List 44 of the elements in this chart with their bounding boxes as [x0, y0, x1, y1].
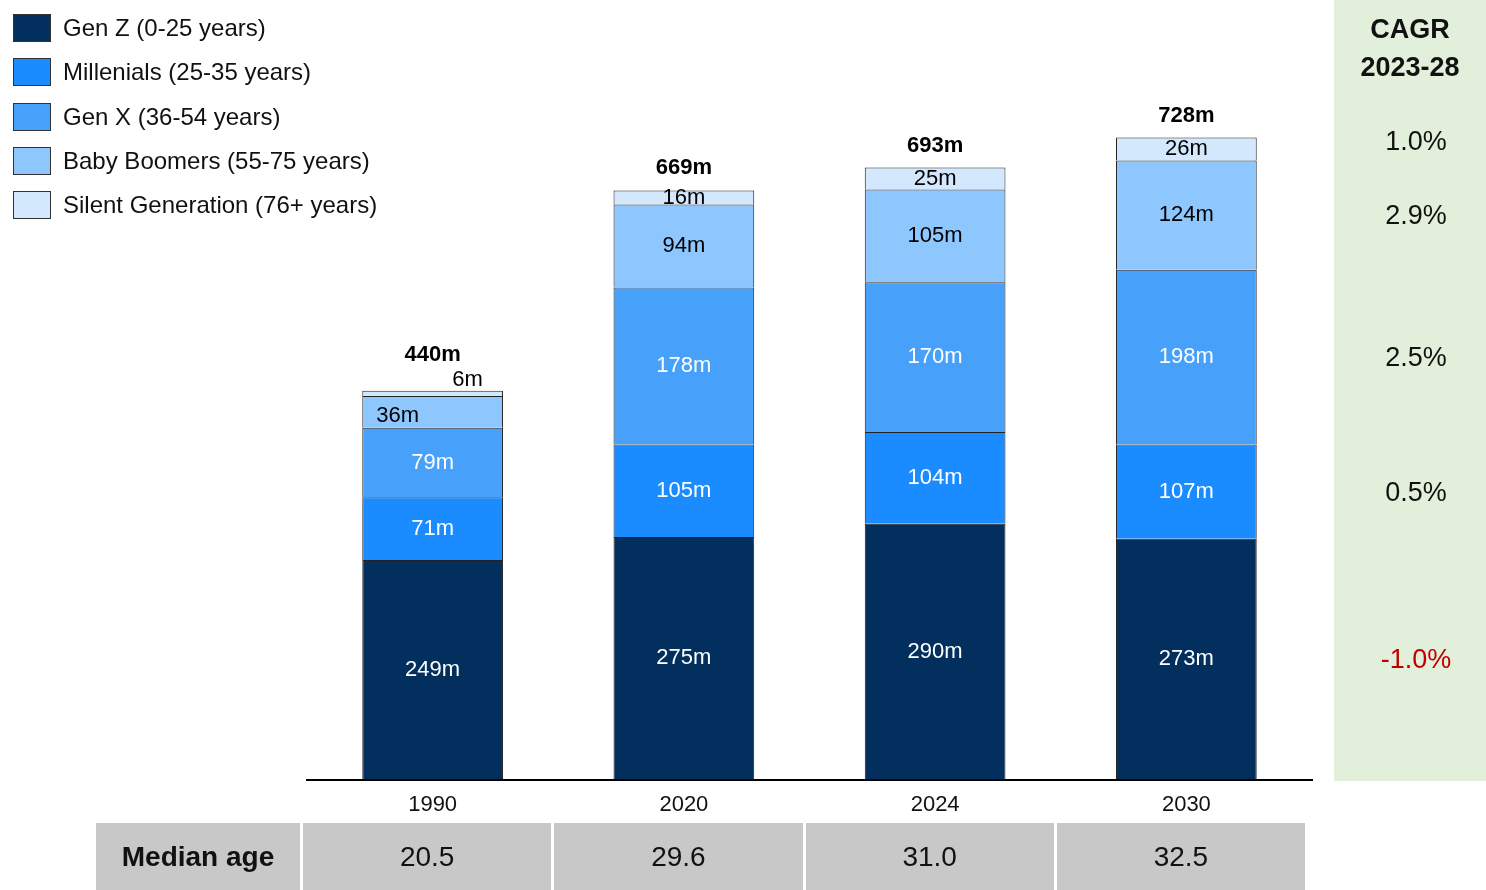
data-label: 36m	[376, 401, 420, 427]
text: Median age	[96, 823, 300, 890]
x-tick-label: 1990	[408, 790, 458, 816]
text: 31.0	[805, 823, 1054, 890]
total-label: 728m	[1158, 101, 1215, 127]
data-label: 25m	[913, 164, 957, 190]
legend-label: Baby Boomers (55-75 years)	[63, 147, 370, 176]
data-label: 105m	[656, 476, 712, 502]
data-label: 26m	[1164, 135, 1208, 161]
legend-label: Millenials (25-35 years)	[63, 58, 312, 87]
data-label: 249m	[405, 655, 461, 681]
total-label: 440m	[404, 340, 461, 366]
data-label: 170m	[907, 343, 963, 369]
data-label: 71m	[411, 514, 455, 540]
text: 2.5%	[1384, 341, 1448, 373]
text: 2.9%	[1384, 199, 1448, 231]
x-tick-label: 2030	[1161, 790, 1211, 816]
legend-label: Silent Generation (76+ years)	[63, 191, 378, 220]
text: 29.6	[554, 823, 803, 890]
data-label: 79m	[411, 448, 455, 474]
data-label: 94m	[662, 232, 706, 258]
text: 1.0%	[1384, 125, 1448, 157]
text: -1.0%	[1379, 643, 1453, 675]
data-label: 16m	[662, 183, 706, 209]
data-label: 290m	[907, 637, 963, 663]
legend-label: Gen Z (0-25 years)	[63, 14, 266, 43]
data-label: 124m	[1158, 201, 1214, 227]
total-label: 693m	[906, 131, 964, 157]
text: 20.5	[303, 823, 552, 890]
data-label: 104m	[907, 464, 963, 490]
text: 32.5	[1056, 823, 1305, 890]
data-label: 273m	[1158, 645, 1214, 671]
data-label: 105m	[907, 221, 963, 247]
data-label: 178m	[656, 352, 712, 377]
x-tick-label: 2024	[910, 790, 960, 816]
data-label: 107m	[1158, 477, 1214, 503]
total-label: 669m	[655, 154, 713, 180]
data-label: 198m	[1158, 343, 1214, 369]
data-label: 275m	[656, 644, 712, 670]
data-label: 6m	[452, 365, 483, 391]
text: 0.5%	[1384, 476, 1448, 508]
legend-label: Gen X (36-54 years)	[63, 102, 281, 131]
text: CAGR 2023-28	[1359, 13, 1461, 84]
x-tick-label: 2020	[659, 790, 709, 816]
